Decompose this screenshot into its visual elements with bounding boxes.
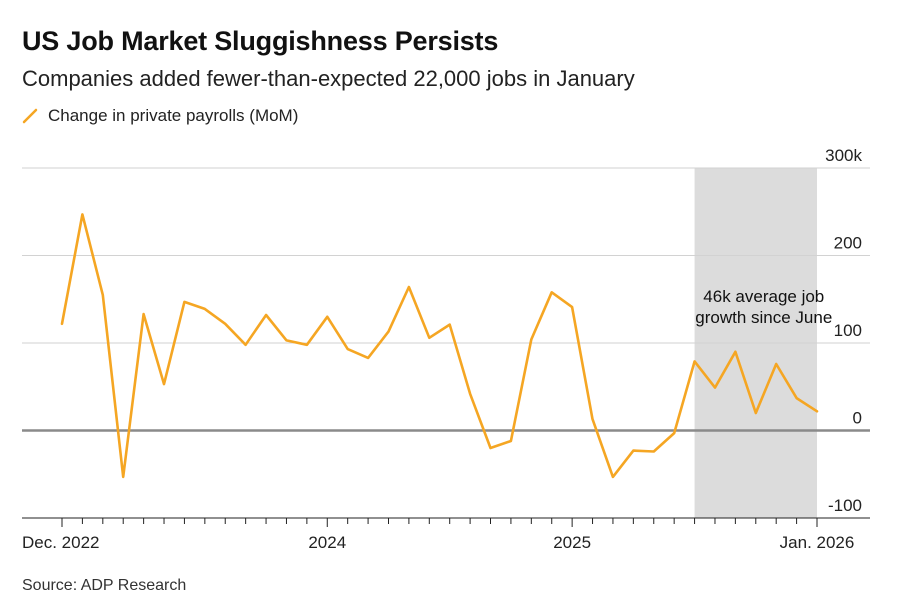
- x-tick-label: 2025: [553, 533, 591, 552]
- series-line-private-payrolls: [60, 213, 819, 479]
- annotation-text: 46k average job: [703, 287, 824, 306]
- x-tick-label: 2024: [308, 533, 346, 552]
- legend-label: Change in private payrolls (MoM): [48, 106, 299, 125]
- y-tick-label: 0: [853, 409, 862, 428]
- chart-subtitle: Companies added fewer-than-expected 22,0…: [22, 66, 635, 91]
- x-tick-label: Dec. 2022: [22, 533, 100, 552]
- annotation-text: growth since June: [695, 308, 832, 327]
- y-tick-label: -100: [828, 496, 862, 515]
- y-tick-label: 200: [834, 234, 862, 253]
- y-tick-label: 100: [834, 321, 862, 340]
- source-note: Source: ADP Research: [22, 577, 187, 594]
- legend: Change in private payrolls (MoM): [22, 106, 298, 126]
- y-tick-label: 300k: [825, 146, 862, 165]
- legend-line-icon: [22, 108, 38, 124]
- chart-title: US Job Market Sluggishness Persists: [22, 26, 499, 56]
- x-tick-label: Jan. 2026: [780, 533, 855, 552]
